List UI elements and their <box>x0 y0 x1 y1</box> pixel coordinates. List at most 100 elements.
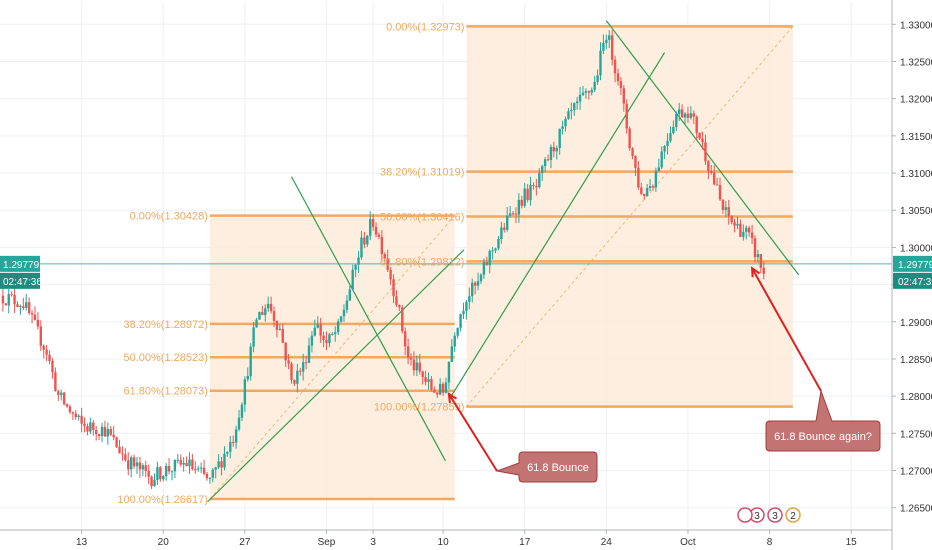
event-badge-count: 3 <box>772 511 778 522</box>
candle-bull <box>237 417 241 430</box>
candle-bear <box>57 391 60 396</box>
candle-bull <box>252 327 255 347</box>
candle-bull <box>296 370 299 384</box>
candle-bull <box>506 215 509 230</box>
candle-bear <box>631 148 634 156</box>
candle-bull <box>258 312 261 320</box>
candle-bull <box>7 294 10 306</box>
candle-bull <box>223 453 226 468</box>
candle-bull <box>234 429 238 443</box>
callout-text: 61.8 Bounce again? <box>774 431 872 443</box>
candle-bear <box>412 359 416 371</box>
callout-arrowhead <box>447 391 458 403</box>
candle-bear <box>191 459 194 470</box>
candle-bull <box>369 218 372 236</box>
candle-bear <box>275 320 279 330</box>
candle-bear <box>205 473 209 479</box>
candle-bull <box>246 375 249 380</box>
y-tick-label: 1.29000 <box>900 318 932 329</box>
candle-bear <box>712 172 716 185</box>
x-tick-label: Oct <box>680 537 696 548</box>
candle-bear <box>546 159 550 161</box>
candle-bull <box>188 459 191 467</box>
candle-bear <box>532 185 535 187</box>
candle-bear <box>587 91 591 93</box>
candle-bull <box>106 428 110 437</box>
candle-bear <box>441 383 445 393</box>
x-tick-label: 15 <box>846 537 858 548</box>
candle-bear <box>45 349 48 355</box>
candle-bear <box>299 370 302 372</box>
candle-bull <box>657 167 660 171</box>
candle-bear <box>304 362 308 364</box>
candle-bull <box>450 346 454 363</box>
candle-bear <box>421 371 424 378</box>
candle-bull <box>444 382 448 393</box>
fib-labels: 0.00%(1.30428) 38.20%(1.28972) 50.00%(1.28… <box>117 21 464 506</box>
candle-bear <box>392 279 395 297</box>
candle-bull <box>508 213 512 216</box>
candle-bull <box>683 113 687 118</box>
trendlines <box>207 20 800 503</box>
candle-bull <box>742 231 745 237</box>
candle-bull <box>555 148 558 152</box>
candle-bear <box>112 434 115 438</box>
x-tick-label: 24 <box>601 537 613 548</box>
candle-bear <box>54 372 57 392</box>
right-price-text: 1.29779 <box>898 260 932 271</box>
candle-bull <box>590 89 593 93</box>
right-price-tag <box>893 255 932 272</box>
candle-bear <box>759 254 763 268</box>
candle-bear <box>86 426 89 432</box>
callout-text: 61.8 Bounce <box>527 462 589 474</box>
y-tick-label: 1.26500 <box>900 504 932 515</box>
candle-bear <box>68 406 72 413</box>
fib-level-label: 50.00%(1.30416) <box>380 211 464 223</box>
candle-bull <box>211 469 214 478</box>
event-badge-count: 2 <box>790 511 796 522</box>
candle-bear <box>701 138 704 143</box>
candle-bull <box>494 248 497 251</box>
candle-bear <box>83 423 86 427</box>
candle-bear <box>640 187 643 194</box>
candle-bull <box>208 477 212 479</box>
candle-bear <box>51 360 54 373</box>
candle-bull <box>479 274 483 282</box>
candle-bear <box>695 116 698 133</box>
candle-bear <box>747 227 751 233</box>
candle-bear <box>707 161 710 172</box>
candle-bull <box>500 227 503 240</box>
candle-bull <box>427 379 430 382</box>
candle-bear <box>718 185 722 200</box>
fib-level-label: 0.00%(1.30428) <box>130 211 208 223</box>
trendline-2 <box>290 176 446 462</box>
candle-bear <box>628 128 631 149</box>
candle-bear <box>118 446 121 454</box>
candle-bear <box>634 155 637 168</box>
candle-bear <box>733 222 736 226</box>
candle-bear <box>433 389 436 393</box>
candle-bull <box>538 173 541 188</box>
candle-bull <box>648 186 652 189</box>
candle-bear <box>30 313 34 315</box>
candle-bull <box>354 264 357 270</box>
candle-bear <box>103 426 107 437</box>
candle-bull <box>645 188 649 197</box>
candle-bull <box>745 227 748 232</box>
candle-bull <box>465 301 468 311</box>
candle-bear <box>71 412 75 414</box>
candle-bull <box>357 257 360 265</box>
fib-level-label: 50.00%(1.28523) <box>123 352 207 364</box>
candle-bear <box>715 184 719 186</box>
candle-bear <box>622 88 626 104</box>
candle-bear <box>65 404 69 407</box>
fib-level-label: 38.20%(1.31019) <box>380 167 464 179</box>
candle-bear <box>374 226 378 235</box>
callout-bubble <box>495 451 598 483</box>
callout-arrowhead <box>750 266 761 278</box>
candle-bear <box>401 307 404 332</box>
candle-bull <box>666 140 669 146</box>
candle-bull <box>176 459 180 461</box>
right-countdown-text: 02:47:36 <box>898 277 932 288</box>
